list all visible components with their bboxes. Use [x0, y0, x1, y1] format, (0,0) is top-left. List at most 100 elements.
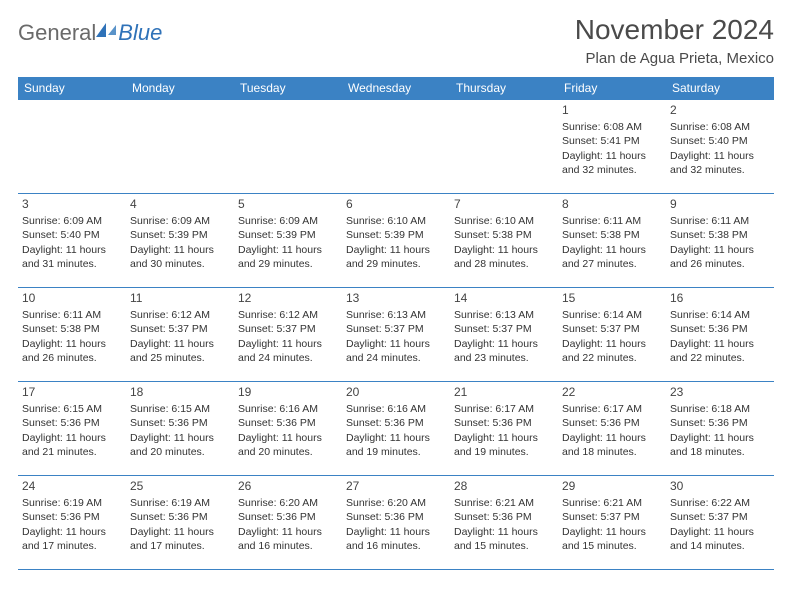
sunset-line: Sunset: 5:36 PM	[562, 416, 662, 430]
daylight-line: Daylight: 11 hours and 32 minutes.	[670, 149, 770, 177]
day-cell: 24Sunrise: 6:19 AMSunset: 5:36 PMDayligh…	[18, 476, 126, 570]
day-number: 13	[346, 290, 446, 306]
day-cell: 6Sunrise: 6:10 AMSunset: 5:39 PMDaylight…	[342, 194, 450, 288]
sunset-line: Sunset: 5:37 PM	[454, 322, 554, 336]
day-number: 9	[670, 196, 770, 212]
sunset-line: Sunset: 5:36 PM	[346, 416, 446, 430]
day-number: 8	[562, 196, 662, 212]
day-number: 14	[454, 290, 554, 306]
calendar-page: General Blue November 2024 Plan de Agua …	[0, 0, 792, 580]
daylight-line: Daylight: 11 hours and 32 minutes.	[562, 149, 662, 177]
daylight-line: Daylight: 11 hours and 26 minutes.	[670, 243, 770, 271]
day-number: 20	[346, 384, 446, 400]
sunrise-line: Sunrise: 6:11 AM	[562, 214, 662, 228]
sunset-line: Sunset: 5:40 PM	[22, 228, 122, 242]
day-number: 6	[346, 196, 446, 212]
sunset-line: Sunset: 5:36 PM	[346, 510, 446, 524]
sunrise-line: Sunrise: 6:21 AM	[562, 496, 662, 510]
sunrise-line: Sunrise: 6:12 AM	[238, 308, 338, 322]
day-cell: 14Sunrise: 6:13 AMSunset: 5:37 PMDayligh…	[450, 288, 558, 382]
day-number: 11	[130, 290, 230, 306]
daylight-line: Daylight: 11 hours and 23 minutes.	[454, 337, 554, 365]
day-number: 2	[670, 102, 770, 118]
weekday-header: Wednesday	[342, 77, 450, 100]
daylight-line: Daylight: 11 hours and 27 minutes.	[562, 243, 662, 271]
day-cell: 15Sunrise: 6:14 AMSunset: 5:37 PMDayligh…	[558, 288, 666, 382]
sunset-line: Sunset: 5:37 PM	[238, 322, 338, 336]
sunrise-line: Sunrise: 6:19 AM	[22, 496, 122, 510]
day-number: 17	[22, 384, 122, 400]
sunset-line: Sunset: 5:38 PM	[670, 228, 770, 242]
sunset-line: Sunset: 5:36 PM	[22, 416, 122, 430]
empty-cell	[450, 100, 558, 194]
daylight-line: Daylight: 11 hours and 31 minutes.	[22, 243, 122, 271]
weekday-header: Saturday	[666, 77, 774, 100]
day-cell: 3Sunrise: 6:09 AMSunset: 5:40 PMDaylight…	[18, 194, 126, 288]
weekday-header: Thursday	[450, 77, 558, 100]
day-cell: 22Sunrise: 6:17 AMSunset: 5:36 PMDayligh…	[558, 382, 666, 476]
brand-part2: Blue	[118, 20, 162, 46]
sunrise-line: Sunrise: 6:10 AM	[346, 214, 446, 228]
day-number: 16	[670, 290, 770, 306]
sunset-line: Sunset: 5:39 PM	[238, 228, 338, 242]
day-cell: 5 Sunrise: 6:09 AMSunset: 5:39 PMDaylight…	[234, 194, 342, 288]
day-number: 24	[22, 478, 122, 494]
sunrise-line: Sunrise: 6:08 AM	[562, 120, 662, 134]
empty-cell	[18, 100, 126, 194]
day-cell: 26Sunrise: 6:20 AMSunset: 5:36 PMDayligh…	[234, 476, 342, 570]
day-cell: 23Sunrise: 6:18 AMSunset: 5:36 PMDayligh…	[666, 382, 774, 476]
sunset-line: Sunset: 5:36 PM	[130, 510, 230, 524]
sunrise-line: Sunrise: 6:08 AM	[670, 120, 770, 134]
day-number: 5	[238, 196, 338, 212]
day-cell: 1Sunrise: 6:08 AMSunset: 5:41 PMDaylight…	[558, 100, 666, 194]
day-cell: 28Sunrise: 6:21 AMSunset: 5:36 PMDayligh…	[450, 476, 558, 570]
daylight-line: Daylight: 11 hours and 20 minutes.	[130, 431, 230, 459]
sunrise-line: Sunrise: 6:09 AM	[238, 214, 338, 228]
day-number: 25	[130, 478, 230, 494]
sunrise-line: Sunrise: 6:09 AM	[22, 214, 122, 228]
daylight-line: Daylight: 11 hours and 26 minutes.	[22, 337, 122, 365]
sunset-line: Sunset: 5:41 PM	[562, 134, 662, 148]
weekday-header: Sunday	[18, 77, 126, 100]
day-cell: 29Sunrise: 6:21 AMSunset: 5:37 PMDayligh…	[558, 476, 666, 570]
day-number: 18	[130, 384, 230, 400]
sunset-line: Sunset: 5:37 PM	[346, 322, 446, 336]
sunset-line: Sunset: 5:40 PM	[670, 134, 770, 148]
sunset-line: Sunset: 5:37 PM	[670, 510, 770, 524]
calendar-body: 1Sunrise: 6:08 AMSunset: 5:41 PMDaylight…	[18, 100, 774, 570]
weekday-header: Friday	[558, 77, 666, 100]
daylight-line: Daylight: 11 hours and 29 minutes.	[238, 243, 338, 271]
day-cell: 12Sunrise: 6:12 AMSunset: 5:37 PMDayligh…	[234, 288, 342, 382]
day-cell: 30Sunrise: 6:22 AMSunset: 5:37 PMDayligh…	[666, 476, 774, 570]
sunset-line: Sunset: 5:38 PM	[454, 228, 554, 242]
brand-part1: General	[18, 20, 96, 46]
sunrise-line: Sunrise: 6:17 AM	[562, 402, 662, 416]
daylight-line: Daylight: 11 hours and 17 minutes.	[130, 525, 230, 553]
daylight-line: Daylight: 11 hours and 24 minutes.	[238, 337, 338, 365]
sunrise-line: Sunrise: 6:21 AM	[454, 496, 554, 510]
day-cell: 20Sunrise: 6:16 AMSunset: 5:36 PMDayligh…	[342, 382, 450, 476]
daylight-line: Daylight: 11 hours and 28 minutes.	[454, 243, 554, 271]
sunrise-line: Sunrise: 6:11 AM	[670, 214, 770, 228]
empty-cell	[342, 100, 450, 194]
sunset-line: Sunset: 5:37 PM	[562, 322, 662, 336]
day-cell: 21Sunrise: 6:17 AMSunset: 5:36 PMDayligh…	[450, 382, 558, 476]
day-number: 7	[454, 196, 554, 212]
month-title: November 2024	[575, 14, 774, 46]
empty-cell	[234, 100, 342, 194]
daylight-line: Daylight: 11 hours and 30 minutes.	[130, 243, 230, 271]
daylight-line: Daylight: 11 hours and 21 minutes.	[22, 431, 122, 459]
logo-triangle2-icon	[108, 25, 116, 35]
sunset-line: Sunset: 5:39 PM	[346, 228, 446, 242]
daylight-line: Daylight: 11 hours and 22 minutes.	[562, 337, 662, 365]
sunrise-line: Sunrise: 6:15 AM	[22, 402, 122, 416]
daylight-line: Daylight: 11 hours and 20 minutes.	[238, 431, 338, 459]
day-number: 15	[562, 290, 662, 306]
sunrise-line: Sunrise: 6:18 AM	[670, 402, 770, 416]
sunrise-line: Sunrise: 6:17 AM	[454, 402, 554, 416]
sunrise-line: Sunrise: 6:13 AM	[346, 308, 446, 322]
sunset-line: Sunset: 5:36 PM	[238, 416, 338, 430]
sunrise-line: Sunrise: 6:15 AM	[130, 402, 230, 416]
location-text: Plan de Agua Prieta, Mexico	[575, 50, 774, 67]
sunset-line: Sunset: 5:36 PM	[238, 510, 338, 524]
